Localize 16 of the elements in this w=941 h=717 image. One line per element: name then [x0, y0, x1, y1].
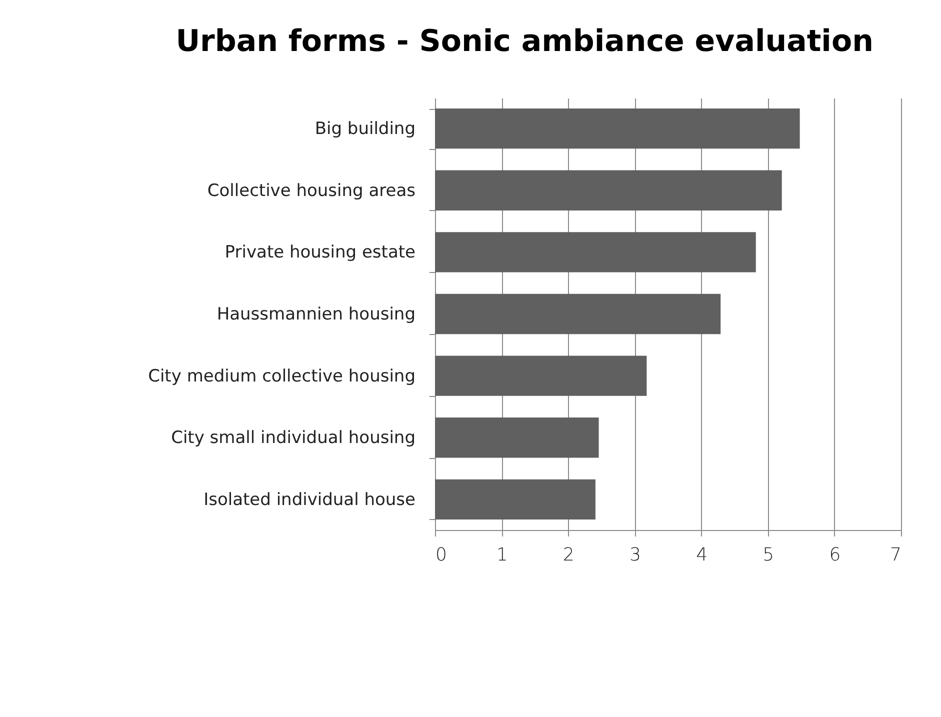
y-tick-label: Big building [314, 119, 416, 140]
y-tick-label: Isolated individual house [204, 490, 416, 510]
x-tick-label: 2 [562, 544, 574, 566]
y-tick-label: Private housing estate [224, 242, 416, 263]
x-tick-label: 4 [696, 544, 708, 566]
y-tick-label: City medium collective housing [148, 366, 416, 386]
x-tick-label: 0 [436, 544, 447, 566]
x-tick-label: 6 [829, 544, 841, 566]
y-tick-label: Haussmannien housing [216, 304, 416, 324]
x-tick-label: 3 [629, 544, 641, 566]
y-tick-label: Collective housing areas [207, 180, 416, 201]
y-tick-label: City small individual housing [171, 428, 416, 448]
x-tick-label: 5 [762, 544, 774, 566]
x-tick-label: 1 [496, 544, 508, 566]
chart-title: Urban forms - Sonic ambiance evaluation [176, 24, 874, 59]
x-tick-label: 7 [890, 544, 902, 566]
